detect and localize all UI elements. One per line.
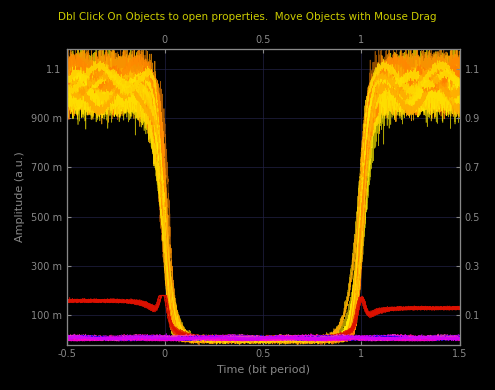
Y-axis label: Amplitude (a.u.): Amplitude (a.u.) (15, 152, 25, 242)
X-axis label: Time (bit period): Time (bit period) (217, 365, 310, 375)
Text: Dbl Click On Objects to open properties.  Move Objects with Mouse Drag: Dbl Click On Objects to open properties.… (58, 12, 437, 22)
